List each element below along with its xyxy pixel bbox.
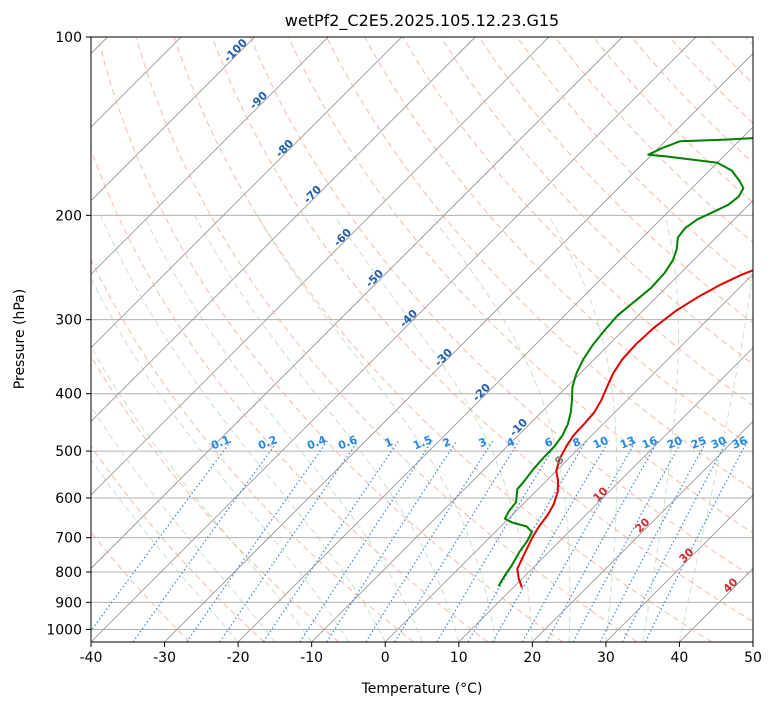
mixing-ratio-label: 20 xyxy=(665,434,684,452)
mixing-ratio-line xyxy=(572,440,683,642)
dry-adiabat-line xyxy=(287,37,753,534)
x-tick-label: -10 xyxy=(300,650,323,666)
x-tick-label: 10 xyxy=(450,650,468,666)
x-tick-label: 0 xyxy=(381,650,390,666)
mixing-ratio-label: 3 xyxy=(477,435,489,450)
mixing-ratio-line xyxy=(132,440,279,642)
mixing-ratio-label: 25 xyxy=(689,434,708,452)
moist-adiabat-line xyxy=(430,215,571,642)
mixing-ratio-line xyxy=(262,440,400,642)
y-tick-label: 400 xyxy=(55,387,82,403)
isotherm-line xyxy=(91,37,550,496)
dry-adiabat-line xyxy=(326,37,753,491)
moist-adiabat-line xyxy=(194,215,460,642)
y-tick-label: 300 xyxy=(55,313,82,329)
y-tick-label: 500 xyxy=(55,444,82,460)
dry-adiabat-line xyxy=(91,355,340,642)
y-tick-label: 600 xyxy=(55,491,82,507)
x-tick-label: -20 xyxy=(227,650,250,666)
mixing-ratio-line xyxy=(326,440,458,642)
mixing-ratio-line xyxy=(186,440,329,642)
y-tick-label: 900 xyxy=(55,595,82,611)
moist-adiabat-line xyxy=(678,268,753,642)
moist-adiabat-line xyxy=(91,346,313,642)
isotherm-line xyxy=(605,494,753,642)
x-tick-label: 40 xyxy=(671,650,689,666)
mixing-ratio-line xyxy=(219,440,359,642)
mixing-ratio-line xyxy=(546,440,659,642)
moist-adiabat-line xyxy=(642,215,679,642)
mixing-ratio-label: 2 xyxy=(441,435,453,450)
isotherm-line xyxy=(752,641,753,642)
y-tick-label: 700 xyxy=(55,531,82,547)
y-tick-label: 1000 xyxy=(46,622,82,638)
moist-adiabat-line xyxy=(547,215,618,642)
profile-lines xyxy=(497,137,753,588)
x-tick-label: -30 xyxy=(153,650,176,666)
plot-frame xyxy=(90,36,754,643)
dry-adiabat-line xyxy=(91,445,265,642)
background-lines xyxy=(91,37,753,642)
isotherm-line xyxy=(91,37,329,275)
mixing-ratio-line xyxy=(467,440,587,642)
mixing-ratio-line xyxy=(492,440,610,642)
temperature-profile-line xyxy=(516,269,753,588)
mixing-ratio-label: 30 xyxy=(709,434,728,452)
mixing-ratio-line xyxy=(644,440,749,642)
y-tick-label: 200 xyxy=(55,208,82,224)
dry-adiabat-line xyxy=(91,258,414,642)
chart-title: wetPf2_C2E5.2025.105.12.23.G15 xyxy=(285,11,559,31)
dry-adiabat-line xyxy=(97,37,563,642)
y-tick-label: 800 xyxy=(55,565,82,581)
mixing-ratio-line xyxy=(299,440,433,642)
y-axis-title: Pressure (hPa) xyxy=(12,289,28,389)
y-tick-label: 100 xyxy=(55,30,82,46)
dry-adiabat-line xyxy=(173,37,713,642)
dry-adiabat-line xyxy=(249,37,753,578)
mixing-ratio-line xyxy=(365,440,494,642)
plot-background xyxy=(91,37,753,642)
mixing-ratio-label: 10 xyxy=(591,434,610,452)
axes: -40 -30 -20 -10 0 10 20 30 40 50 100 200 300 400 500 60… xyxy=(46,30,762,666)
dry-adiabat-line xyxy=(135,37,638,642)
mixing-ratio-label: 8 xyxy=(571,435,583,450)
isotherm-line xyxy=(91,37,255,202)
mixing-ratio-line xyxy=(394,440,520,642)
dewpoint-profile-line xyxy=(497,137,753,587)
mixing-ratio-line xyxy=(521,440,637,642)
isotherm-line xyxy=(384,273,753,642)
moist-adiabat-line xyxy=(91,458,239,642)
x-tick-label: 30 xyxy=(597,650,615,666)
mixing-ratio-label: 1 xyxy=(383,435,395,450)
isotherm-line xyxy=(91,37,403,349)
isotherm-line xyxy=(532,420,753,642)
dry-adiabat-line xyxy=(211,37,753,623)
x-tick-label: -40 xyxy=(80,650,103,666)
mixing-ratio-label: 13 xyxy=(618,434,637,452)
isotherm-line xyxy=(164,52,753,642)
mixing-ratio-label: 16 xyxy=(640,434,659,452)
isopleth-labels: 0.1 0.2 0.4 0.6 1 1.5 2 3 4 6 8 10 13 16 20 25 30 36-100-… xyxy=(209,36,749,596)
moist-adiabat-line xyxy=(100,215,386,642)
moist-adiabat-line xyxy=(333,215,533,642)
mixing-ratio-line xyxy=(91,440,232,632)
mixing-ratio-label: 36 xyxy=(730,434,749,452)
x-axis-title: Temperature (°C) xyxy=(361,681,483,697)
isotherm-line xyxy=(91,37,476,422)
isotherm-line xyxy=(91,37,623,570)
x-tick-label: 50 xyxy=(744,650,762,666)
isotherm-line xyxy=(458,347,753,642)
moist-adiabat-line xyxy=(143,215,423,642)
moist-adiabat-line xyxy=(91,405,276,642)
mixing-ratio-line xyxy=(436,440,559,642)
x-tick-label: 20 xyxy=(523,650,541,666)
